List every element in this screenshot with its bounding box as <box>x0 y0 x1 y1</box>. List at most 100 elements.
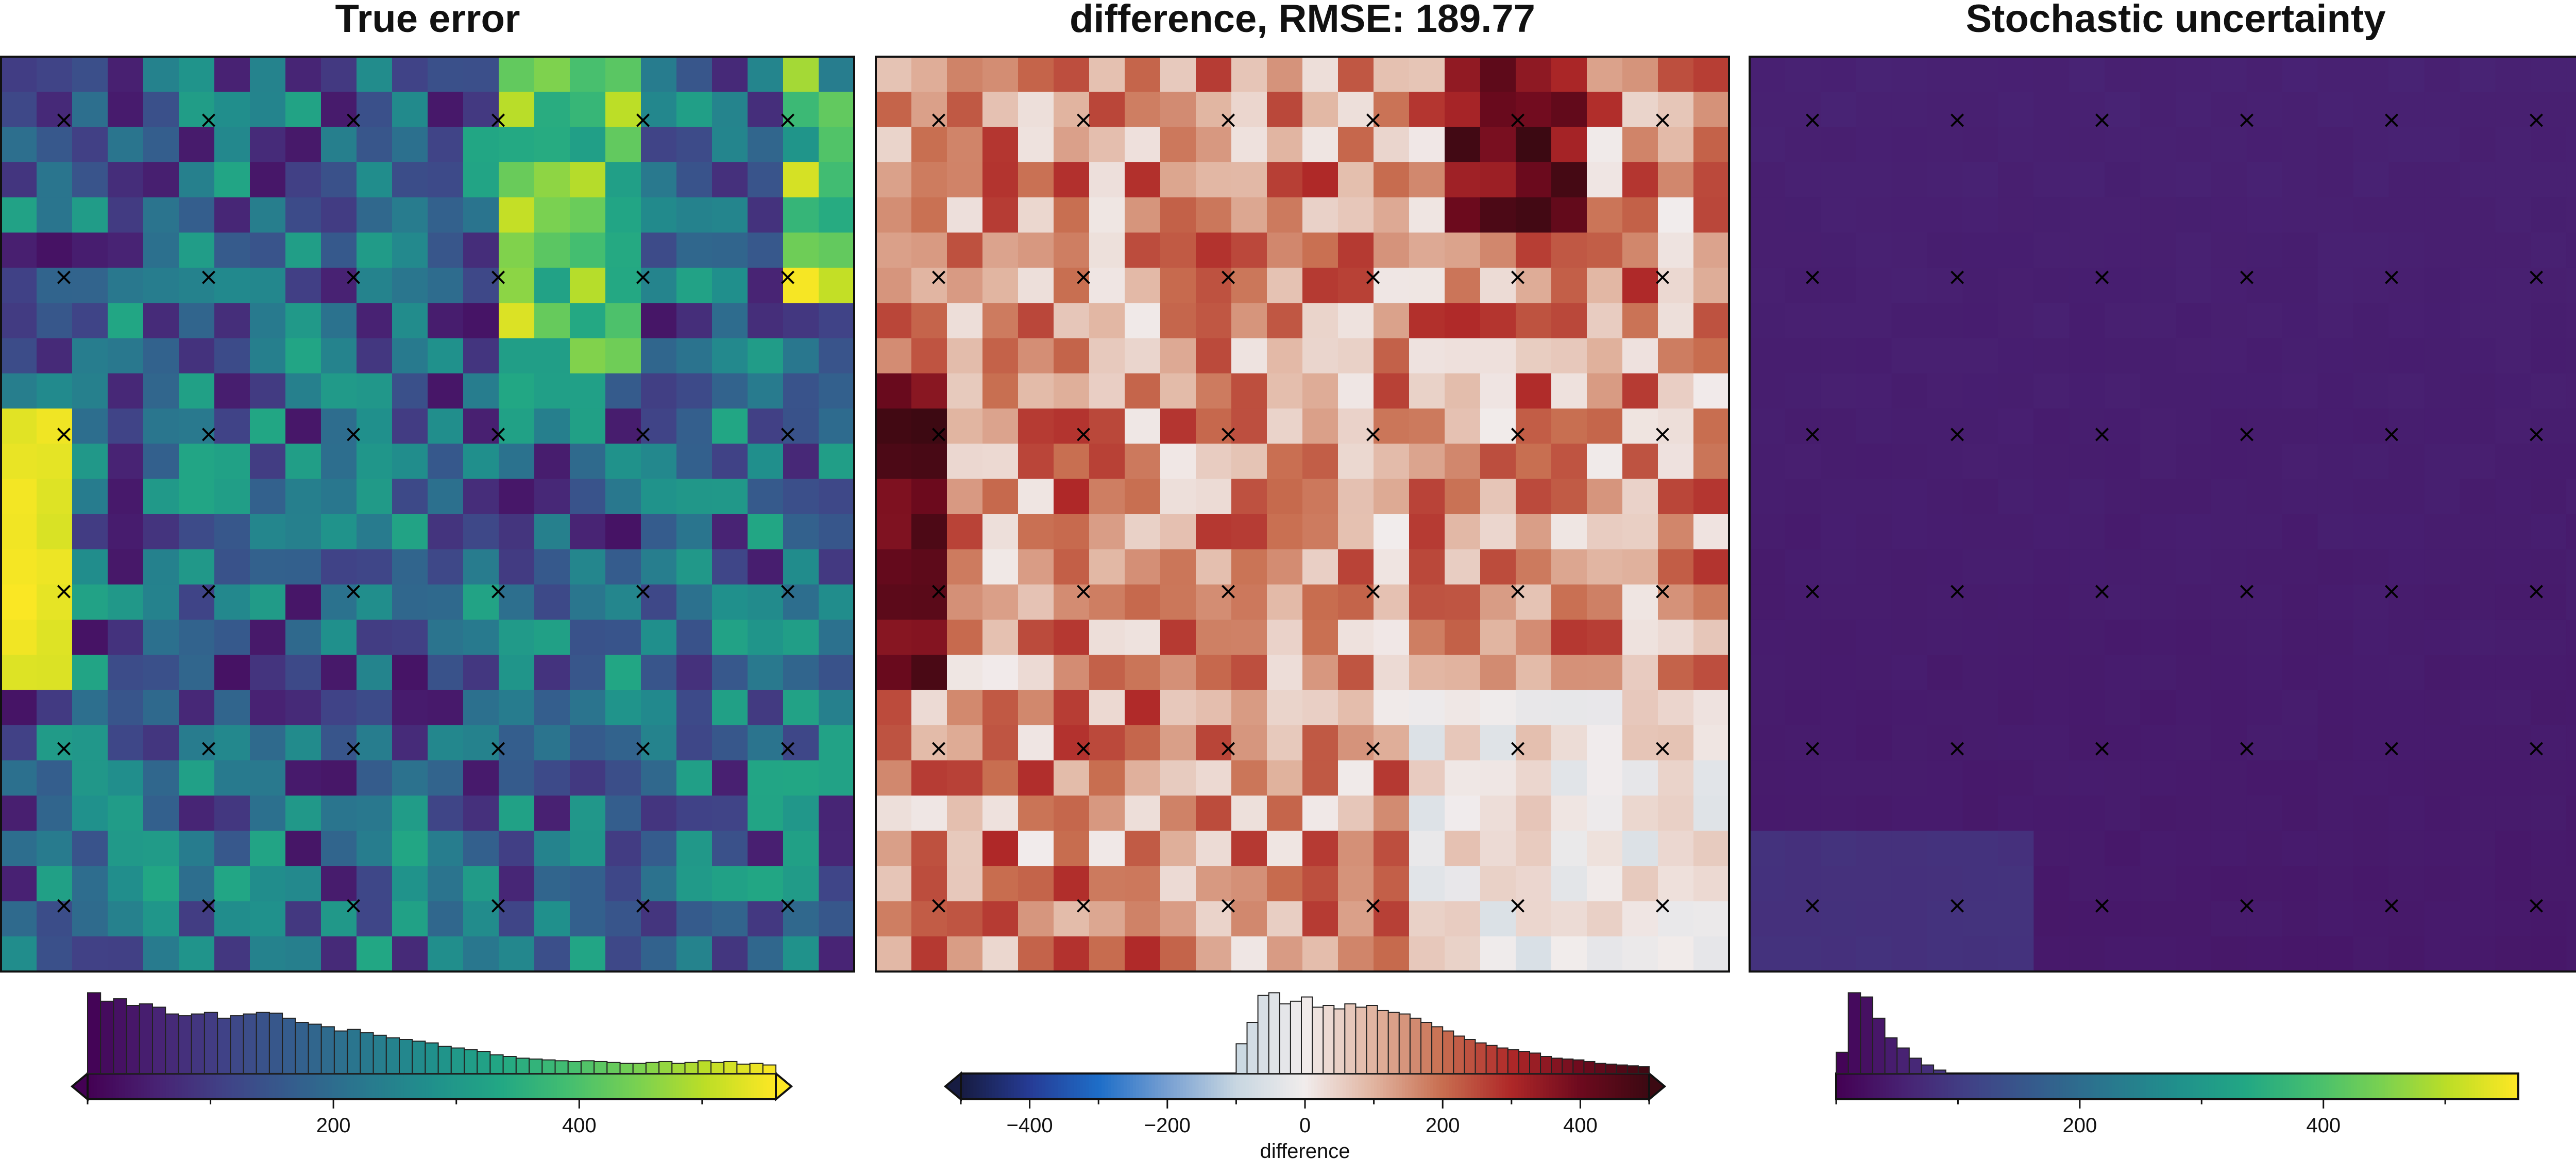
heatmap-cell <box>1374 655 1410 691</box>
heatmap-cell <box>819 619 855 655</box>
heatmap-cell <box>1302 408 1338 444</box>
heatmap-cell <box>1516 584 1552 620</box>
heatmap-cell <box>428 514 464 550</box>
heatmap-cell <box>1587 936 1623 972</box>
heatmap-cell <box>2388 690 2425 726</box>
heatmap-cell <box>1658 690 1694 726</box>
colorbar-segment <box>1920 1073 1924 1099</box>
heatmap-cell <box>463 690 499 726</box>
heatmap-cell <box>179 57 215 92</box>
data-marker: × <box>2237 891 2257 919</box>
colorbar-segment <box>1883 1073 1887 1099</box>
data-marker: × <box>2527 577 2547 605</box>
heatmap-cell <box>2531 655 2567 691</box>
heatmap-cell <box>819 303 855 339</box>
colorbar-segment <box>982 1073 987 1099</box>
heatmap-cell <box>321 725 357 761</box>
colorbar-segment <box>2270 1073 2274 1099</box>
heatmap-cell <box>1374 725 1410 761</box>
heatmap-cell <box>1338 127 1374 163</box>
heatmap-cell <box>2460 57 2496 92</box>
heatmap-cell <box>143 901 179 937</box>
histogram-bar <box>619 1063 634 1074</box>
heatmap-cell <box>1409 338 1445 374</box>
colorbar-segment <box>1345 1073 1349 1099</box>
heatmap-cell <box>1231 690 1267 726</box>
colorbar-segment <box>2205 1073 2209 1099</box>
heatmap-cell <box>214 267 250 303</box>
colorbar-segment <box>2428 1073 2432 1099</box>
heatmap-cell <box>108 549 144 585</box>
heatmap-cell <box>783 267 819 303</box>
colorbar-segment <box>1845 1073 1849 1099</box>
heatmap-cell <box>392 760 428 796</box>
heatmap-cell <box>250 444 286 480</box>
colorbar-segment <box>2062 1073 2066 1099</box>
colorbar-segment <box>641 1073 645 1099</box>
heatmap-cell <box>321 830 357 866</box>
colorbar-segment <box>1076 1073 1080 1099</box>
colorbar-segment <box>1571 1073 1575 1099</box>
colorbar-segment <box>219 1073 223 1099</box>
heatmap-cell <box>1267 725 1303 761</box>
data-marker: × <box>1218 891 1239 919</box>
heatmap-cell <box>1891 373 1928 409</box>
colorbar-segment <box>1036 1073 1040 1099</box>
heatmap-cell <box>1820 127 1857 163</box>
colorbar-segment <box>1639 1073 1643 1099</box>
heatmap-cell <box>1125 619 1161 655</box>
heatmap-cell <box>499 690 535 726</box>
colorbar-segment <box>397 1073 401 1099</box>
colorbar-segment <box>2239 1073 2243 1099</box>
histogram-bar <box>567 1061 582 1074</box>
heatmap-cell <box>2353 725 2389 761</box>
colorbar-segment <box>1580 1073 1584 1099</box>
heatmap-cell <box>108 57 144 92</box>
heatmap-cell <box>1267 303 1303 339</box>
colorbar-segment <box>1198 1073 1202 1099</box>
heatmap-cell <box>748 197 784 233</box>
heatmap-cell <box>1018 267 1054 303</box>
heatmap-cell <box>143 619 179 655</box>
colorbar-segment <box>1070 1073 1074 1099</box>
histogram-bar <box>100 1000 114 1075</box>
heatmap-cell <box>1445 267 1481 303</box>
heatmap-cell <box>1267 690 1303 726</box>
heatmap-cell <box>72 830 108 866</box>
heatmap-cell <box>2069 725 2105 761</box>
colorbar-segment <box>707 1073 711 1099</box>
heatmap-cell <box>2105 690 2141 726</box>
heatmap-cell <box>2495 162 2531 198</box>
heatmap-cell <box>911 127 947 163</box>
colorbar-segment <box>234 1073 239 1099</box>
heatmap-cell <box>2246 584 2283 620</box>
heatmap-cell <box>1551 57 1587 92</box>
heatmap-cell <box>2211 901 2247 937</box>
heatmap-cells <box>1 57 855 972</box>
histogram-bar <box>1583 1061 1596 1074</box>
heatmap-cell <box>1231 866 1267 901</box>
data-marker: × <box>2382 891 2402 919</box>
heatmap-cell <box>1054 760 1090 796</box>
heatmap-cell <box>250 92 286 128</box>
heatmap-cell <box>712 197 748 233</box>
panel-title: Stochastic uncertainty <box>1965 0 2385 41</box>
heatmap-cell <box>982 619 1019 655</box>
heatmap-cell <box>783 92 819 128</box>
colorbar-segment <box>1944 1073 1948 1099</box>
heatmap-cell <box>534 549 570 585</box>
heatmap-cell <box>2353 690 2389 726</box>
heatmap-cell <box>2033 232 2070 268</box>
heatmap-cell <box>1 584 37 620</box>
heatmap-cell <box>1409 408 1445 444</box>
heatmap-cell <box>947 655 983 691</box>
heatmap-cell <box>1018 479 1054 515</box>
colorbar-segment <box>328 1073 332 1099</box>
colorbar-segment <box>1008 1073 1011 1099</box>
heatmap-cell <box>1374 795 1410 831</box>
heatmap-cell <box>641 57 677 92</box>
heatmap-cell <box>357 936 393 972</box>
heatmap-cell <box>2495 303 2531 339</box>
heatmap-cell <box>1409 655 1445 691</box>
colorbar-segment <box>2155 1073 2159 1099</box>
